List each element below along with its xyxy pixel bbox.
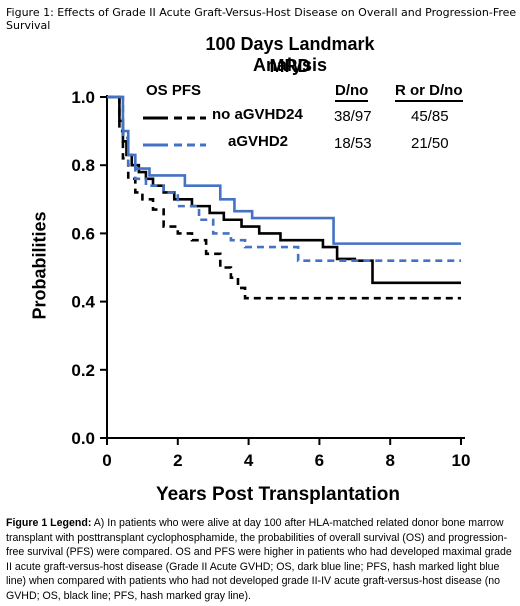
agvhd2-pfs-curve [107, 95, 461, 262]
figure-caption: Figure 1: Effects of Grade II Acute Graf… [6, 6, 517, 32]
y-tick-label: 0.0 [71, 429, 95, 448]
legend-column-d-no: D/no [335, 82, 369, 102]
x-axis-label: Years Post Transplantation [156, 484, 400, 505]
x-tick-label: 0 [102, 451, 111, 470]
no-agvhd24-os-curve [107, 95, 461, 285]
figure-legend-paragraph: Figure 1 Legend: A) In patients who were… [6, 516, 514, 603]
figure-legend-bold: Figure 1 Legend: [6, 517, 92, 529]
chart-plot: 0.0 0.2 0.4 0.6 0.8 1.0 0 2 4 6 8 10 [71, 88, 470, 470]
y-tick-label: 0.8 [71, 156, 95, 175]
legend-header: OS PFS [146, 82, 202, 99]
x-tick-label: 8 [385, 451, 394, 470]
agvhd2-os-curve [107, 95, 461, 245]
chart-subtitle: MRD [269, 56, 311, 76]
x-tick-label: 6 [315, 451, 324, 470]
chart-series-layer [107, 95, 461, 300]
y-axis-label: Probabilities [29, 211, 50, 320]
legend-value-d-no-row2: 18/53 [334, 135, 372, 152]
legend-label-no-agvhd: no aGVHD24 [212, 106, 303, 123]
chart-axes: 0.0 0.2 0.4 0.6 0.8 1.0 0 2 4 6 8 10 [71, 88, 470, 470]
y-tick-label: 1.0 [71, 88, 95, 107]
figure-legend-body: A) In patients who were alive at day 100… [6, 517, 512, 602]
legend-value-r-or-d-no-row2: 21/50 [411, 135, 449, 152]
chart-title: 100 Days Landmark Analysis [205, 34, 375, 75]
legend-column-r-or-d-no: R or D/no [395, 82, 463, 102]
y-tick-label: 0.6 [71, 224, 95, 243]
x-tick-label: 10 [452, 451, 471, 470]
legend-lines [143, 116, 206, 147]
legend-value-r-or-d-no-row1: 45/85 [411, 108, 449, 125]
x-tick-label: 2 [173, 451, 182, 470]
y-tick-label: 0.2 [71, 361, 95, 380]
legend-value-d-no-row1: 38/97 [334, 108, 372, 125]
y-tick-label: 0.4 [71, 293, 95, 312]
legend-label-agvhd2: aGVHD2 [228, 133, 289, 150]
no-agvhd24-pfs-curve [107, 95, 461, 300]
x-tick-label: 4 [244, 451, 254, 470]
